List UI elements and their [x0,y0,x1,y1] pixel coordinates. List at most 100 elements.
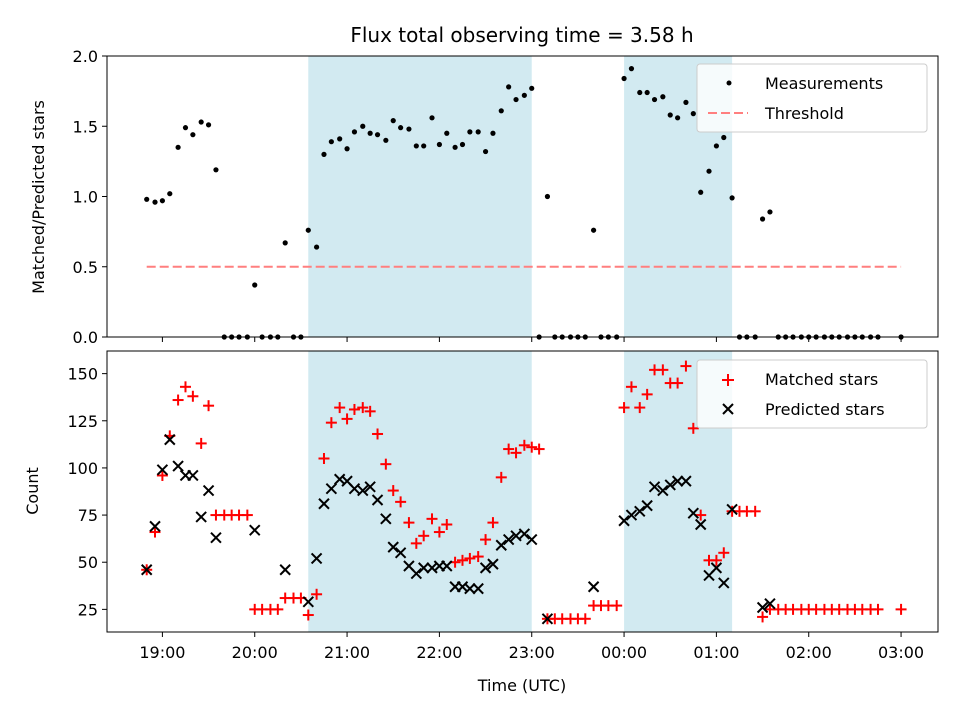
xtick-label-4: 23:00 [509,643,555,662]
predicted-star-point-43 [587,581,600,593]
predicted-star-point-46 [634,505,646,518]
predicted-star-point-10 [249,524,261,536]
matched-star-point-35 [410,537,422,549]
xtick-label-3: 22:00 [416,643,462,662]
legend-measurements-label: Measurements [765,74,883,93]
matched-star-point-29 [364,405,376,417]
measurement-point-4 [175,144,181,150]
measurement-point-29 [367,130,373,136]
predicted-star-point-9 [210,531,222,544]
measurement-point-67 [660,94,666,100]
xtick-label-1: 20:00 [232,643,278,662]
matched-star-point-38 [433,526,445,538]
matched-star-point-70 [680,360,692,372]
matched-star-point-47 [503,443,515,455]
predicted-star-point-59 [756,601,769,614]
measurement-point-69 [675,115,681,121]
predicted-star-point-58 [726,503,738,516]
predicted-star-point-0 [140,564,153,576]
predicted-star-point-18 [348,482,361,495]
predicted-stars-points [140,433,776,625]
matched-star-point-37 [426,513,438,525]
matched-star-point-72 [695,509,707,521]
top-ytick-label-1: 0.5 [73,258,98,277]
matched-star-point-45 [487,517,499,529]
measurement-point-28 [360,123,366,129]
matched-star-point-43 [472,551,484,563]
matched-star-point-75 [718,547,730,559]
matched-star-point-57 [579,613,591,625]
matched-star-point-24 [325,417,337,429]
measurement-point-23 [321,151,327,157]
measurement-point-33 [398,125,404,131]
measurement-point-18 [282,240,288,246]
measurement-point-38 [436,141,442,148]
measurement-point-36 [421,143,427,149]
measurement-point-50 [529,85,535,91]
measurement-point-66 [651,96,658,103]
matched-star-point-42 [464,552,476,564]
measurement-point-25 [337,136,343,142]
matched-star-point-34 [403,517,415,529]
measurement-point-6 [190,132,196,138]
measurement-point-30 [374,132,381,138]
measurement-point-63 [628,66,635,72]
predicted-star-point-50 [664,479,676,491]
predicted-star-point-37 [495,539,507,551]
measurement-points [144,66,904,340]
matched-star-point-23 [318,452,330,464]
matched-star-point-64 [634,402,646,414]
measurement-point-2 [159,198,165,204]
measurement-point-81 [767,209,773,215]
top-ytick-label-2: 1.0 [73,188,98,207]
x-axis-label: Time (UTC) [477,676,566,695]
measurement-point-71 [690,111,696,117]
measurement-point-3 [167,191,173,197]
measurement-point-21 [305,227,311,233]
predicted-star-point-49 [657,484,669,497]
predicted-star-point-2 [156,464,169,476]
predicted-star-point-30 [441,560,453,572]
measurement-point-27 [351,129,358,135]
matched-star-point-48 [510,447,522,459]
matched-star-point-96 [895,603,907,615]
matched-star-point-27 [348,403,360,415]
bottom-y-axis: 25 50 75 100 125 150 [67,365,107,619]
xtick-label-8: 03:00 [878,643,924,662]
matched-star-point-46 [495,471,507,483]
matched-star-point-36 [418,530,430,542]
measurement-point-47 [506,84,512,90]
measurement-point-64 [637,89,643,96]
measurement-point-45 [490,130,496,136]
bottom-ytick-label-1: 50 [78,553,98,572]
predicted-star-point-48 [648,481,661,493]
measurement-point-75 [721,134,727,141]
measurement-point-0 [144,196,150,202]
predicted-star-point-14 [318,498,330,510]
measurement-point-65 [644,89,650,96]
measurement-point-9 [213,167,219,173]
matched-star-point-67 [657,364,669,376]
bottom-observing-windows [308,351,733,632]
matched-star-point-65 [641,388,653,400]
legend-predicted-label: Predicted stars [765,400,885,419]
predicted-star-point-45 [625,509,638,521]
matched-star-point-8 [203,400,215,412]
predicted-star-point-40 [518,528,531,540]
legend-predicted-marker [722,403,734,415]
matched-star-point-31 [380,458,392,470]
matched-star-point-5 [179,381,191,393]
measurement-point-46 [498,108,504,114]
matched-star-point-28 [357,402,369,414]
predicted-star-point-8 [202,484,215,497]
matched-star-point-50 [526,441,538,453]
predicted-star-point-39 [510,530,522,542]
matched-star-point-22 [311,588,323,600]
measurement-point-14 [252,282,258,288]
predicted-star-point-26 [410,567,423,580]
predicted-star-point-7 [195,511,207,523]
predicted-star-point-3 [164,433,176,446]
matched-star-point-69 [672,377,684,389]
measurement-point-52 [544,193,551,200]
